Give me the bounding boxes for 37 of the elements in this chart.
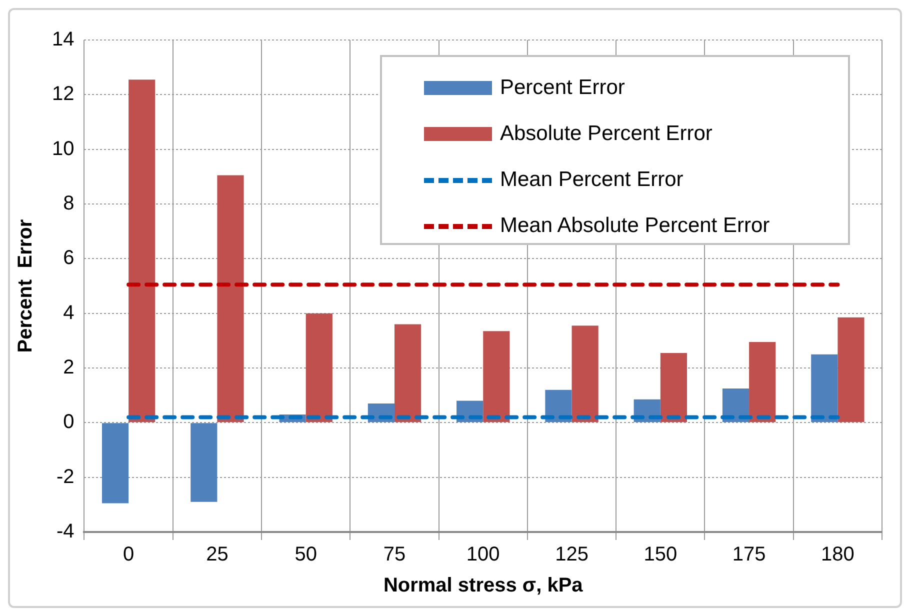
bar xyxy=(483,331,510,422)
bar xyxy=(102,423,129,504)
y-axis-title: Percent Error xyxy=(14,219,37,353)
legend-label: Percent Error xyxy=(500,76,625,100)
bar xyxy=(572,326,598,422)
bar xyxy=(749,342,776,422)
y-tick-label: 12 xyxy=(52,83,74,106)
y-tick-label: 14 xyxy=(52,28,74,51)
y-tick-label: 10 xyxy=(52,138,74,160)
bar xyxy=(128,80,156,422)
bar xyxy=(190,423,218,502)
y-tick-label: 6 xyxy=(63,247,74,270)
y-tick-label: -4 xyxy=(56,520,74,543)
bar xyxy=(811,354,838,422)
x-tick-label: 100 xyxy=(466,544,500,566)
x-tick-label: 50 xyxy=(294,544,317,566)
y-tick-label: 4 xyxy=(63,302,74,324)
x-tick-label: 25 xyxy=(206,544,228,566)
legend-label: Mean Absolute Percent Error xyxy=(500,214,770,238)
legend-label: Mean Percent Error xyxy=(500,168,684,192)
bar xyxy=(660,352,687,422)
x-tick-label: 180 xyxy=(820,544,854,566)
bar xyxy=(394,324,422,422)
y-tick-label: 2 xyxy=(63,356,74,379)
y-tick-label: 8 xyxy=(63,192,74,215)
y-tick-label: 0 xyxy=(63,411,74,434)
x-tick-label: 125 xyxy=(555,544,588,566)
legend-label: Absolute Percent Error xyxy=(500,122,712,146)
x-axis-title: Normal stress σ, kPa xyxy=(383,574,584,597)
bar xyxy=(306,313,332,422)
x-tick-label: 75 xyxy=(383,544,406,566)
y-tick-label: -2 xyxy=(56,466,74,488)
bar xyxy=(838,317,864,422)
x-tick-label: 175 xyxy=(732,544,766,566)
x-tick-label: 150 xyxy=(644,544,678,566)
bar xyxy=(217,175,244,422)
x-tick-label: 0 xyxy=(123,544,134,566)
